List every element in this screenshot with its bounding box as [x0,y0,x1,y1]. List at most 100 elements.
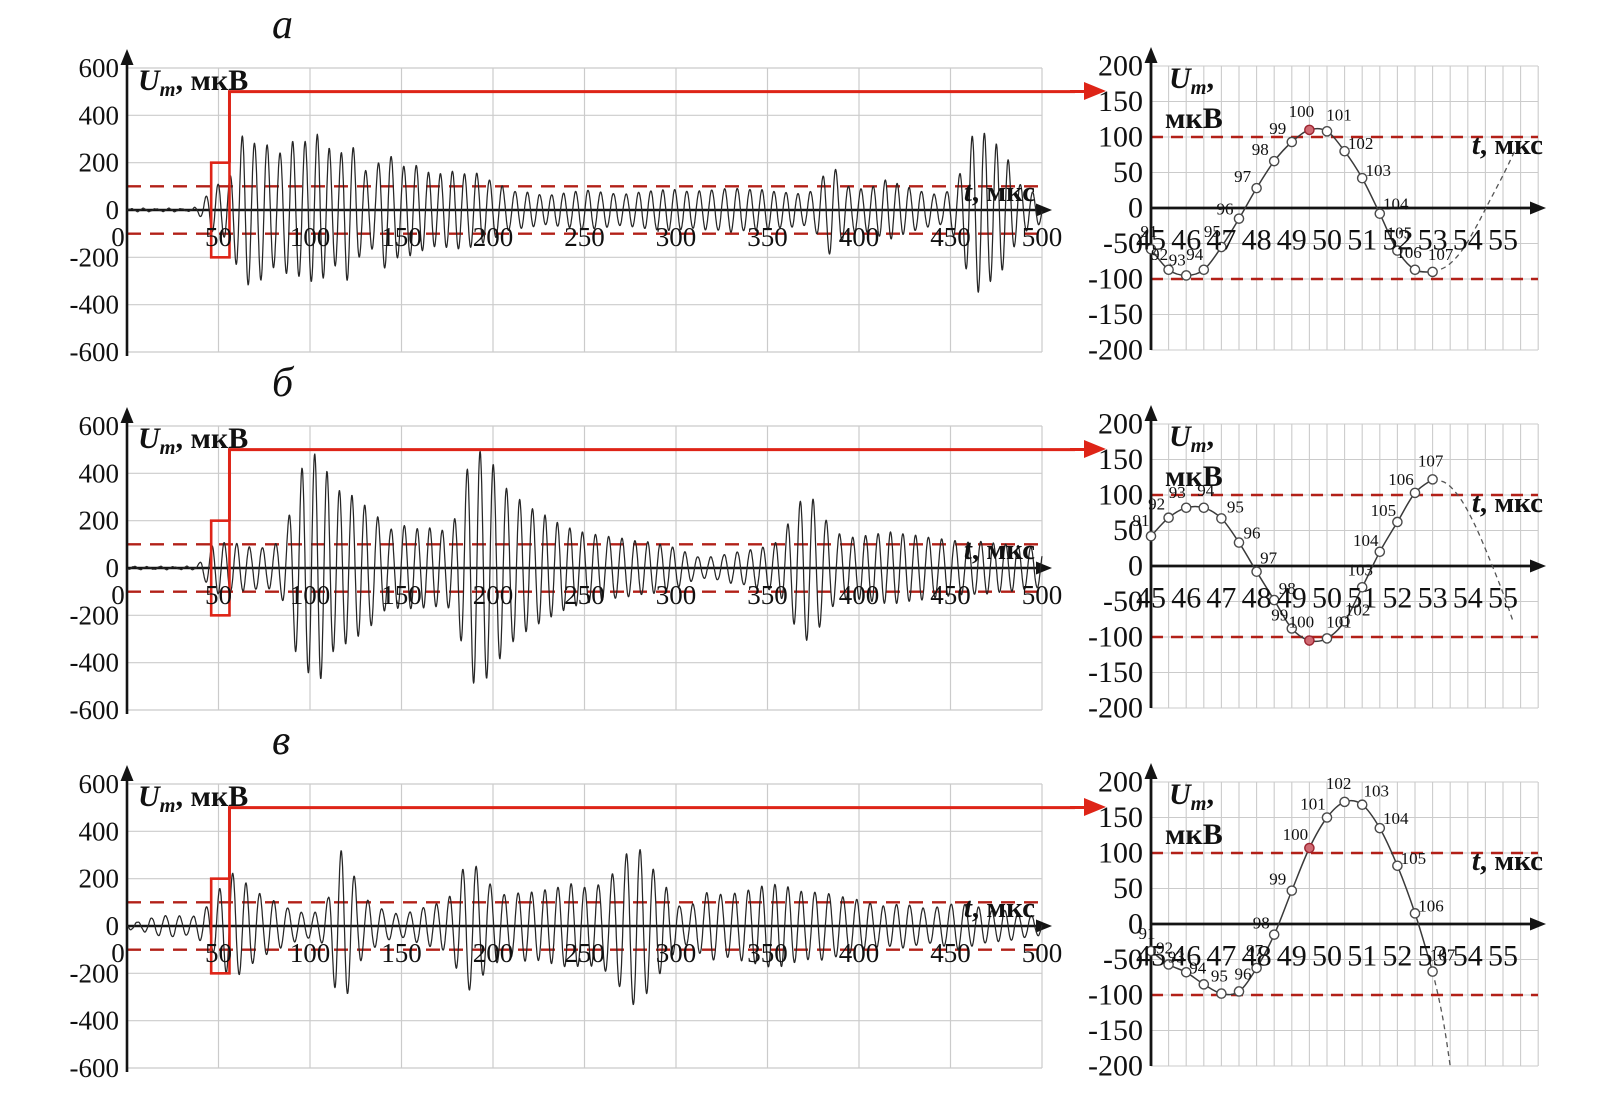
svg-text:-400: -400 [70,1006,120,1036]
sample-point [1374,822,1386,834]
highlighted-sample-point [1304,124,1315,136]
sample-point [1233,537,1245,548]
sample-point [1268,929,1280,940]
svg-text:100: 100 [1283,825,1309,844]
svg-text:107: 107 [1428,245,1454,264]
sample-point [1163,512,1174,524]
svg-text:600: 600 [79,769,120,799]
svg-text:t, мкс: t, мкс [1472,845,1543,877]
svg-text:-100: -100 [1088,979,1143,1012]
svg-text:52: 52 [1382,582,1412,615]
zoom-window [209,90,1075,259]
svg-text:200: 200 [1098,766,1143,799]
row-heading-b: б [0,362,1598,404]
svg-text:95: 95 [1227,497,1244,516]
svg-text:99: 99 [1269,119,1286,138]
svg-text:104: 104 [1353,531,1379,550]
svg-text:Um, мкВ: Um, мкВ [138,64,248,101]
svg-text:102: 102 [1348,134,1374,153]
threshold-lines [1151,135,1538,281]
svg-text:-150: -150 [1088,1014,1143,1047]
svg-text:48: 48 [1242,224,1272,257]
axes [1144,47,1546,350]
svg-text:91: 91 [1133,511,1150,530]
svg-text:Um, мкВ: Um, мкВ [138,780,248,817]
svg-text:-50: -50 [1103,585,1143,618]
sample-point [1251,962,1262,974]
highlighted-sample-point [1304,842,1315,854]
svg-text:-200: -200 [70,600,120,630]
threshold-lines [1151,493,1538,639]
svg-text:47: 47 [1206,582,1236,615]
svg-text:мкВ: мкВ [1165,460,1223,493]
sample-point [1145,530,1157,542]
svg-text:-400: -400 [70,290,120,320]
svg-text:t, мкс: t, мкс [964,176,1035,208]
svg-text:47: 47 [1206,224,1236,257]
svg-text:55: 55 [1488,224,1518,257]
svg-text:мкВ: мкВ [1165,102,1223,135]
svg-text:47: 47 [1206,940,1236,973]
sample-point [1392,516,1403,528]
svg-text:100: 100 [290,580,331,610]
svg-text:54: 54 [1453,940,1483,973]
svg-text:500: 500 [1022,222,1063,252]
svg-text:96: 96 [1217,200,1234,219]
svg-text:50: 50 [205,938,232,968]
sample-point [1321,633,1333,644]
axes [1144,763,1546,1066]
svg-text:106: 106 [1388,470,1414,489]
sample-point [1356,799,1368,811]
svg-text:99: 99 [1271,605,1288,624]
threshold-lines [127,901,1042,951]
svg-text:97: 97 [1260,549,1278,568]
svg-text:93: 93 [1169,483,1186,502]
svg-text:94: 94 [1186,245,1204,264]
zoom-connector-arrow-a [1070,82,1106,100]
svg-text:98: 98 [1279,579,1296,598]
svg-text:t, мкс: t, мкс [964,534,1035,566]
svg-text:t, мкс: t, мкс [964,892,1035,924]
svg-text:-600: -600 [70,1053,120,1080]
svg-text:95: 95 [1211,967,1228,986]
svg-text:49: 49 [1277,940,1307,973]
svg-text:91: 91 [1139,924,1156,943]
sample-point [1216,988,1227,999]
svg-text:98: 98 [1252,140,1269,159]
sample-point [1180,966,1192,978]
svg-text:-600: -600 [70,695,120,722]
svg-text:мкВ: мкВ [1165,818,1223,851]
svg-text:94: 94 [1197,481,1215,500]
sample-point [1427,474,1438,485]
svg-text:93: 93 [1168,947,1185,966]
svg-text:52: 52 [1382,940,1412,973]
svg-text:-400: -400 [70,648,120,678]
svg-text:200: 200 [79,864,120,894]
axis-titles: Um,мкВ t, мкс [1165,62,1543,161]
sample-point [1251,182,1262,194]
svg-text:103: 103 [1347,560,1373,579]
row-heading-v: в [0,720,1598,762]
svg-text:0: 0 [111,222,125,252]
svg-text:100: 100 [290,938,331,968]
svg-text:0: 0 [111,938,125,968]
svg-text:45: 45 [1136,940,1166,973]
svg-text:200: 200 [1098,408,1143,441]
axes [1144,405,1546,708]
svg-text:Um,: Um, [1169,420,1214,457]
svg-text:-100: -100 [1088,621,1143,654]
svg-text:300: 300 [656,580,697,610]
svg-text:101: 101 [1300,795,1326,814]
svg-text:50: 50 [1113,514,1143,547]
svg-text:-200: -200 [70,958,120,988]
svg-text:200: 200 [79,506,120,536]
svg-text:-150: -150 [1088,656,1143,689]
svg-text:51: 51 [1347,940,1377,973]
svg-text:49: 49 [1277,582,1307,615]
curve-extrapolation-dashed [1431,971,1451,1067]
svg-text:50: 50 [1312,940,1342,973]
